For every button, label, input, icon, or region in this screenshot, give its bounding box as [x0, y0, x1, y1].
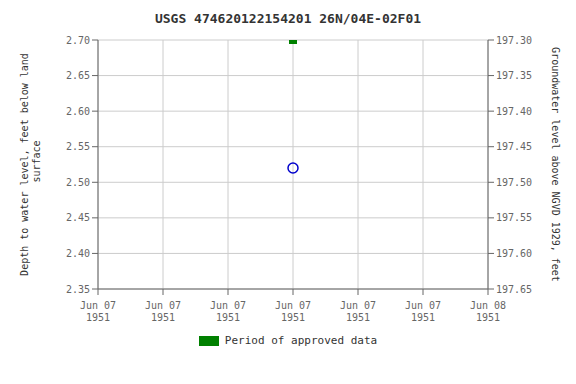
svg-text:197.60: 197.60 — [496, 248, 532, 259]
svg-text:Jun 071951: Jun 071951 — [145, 300, 181, 323]
svg-text:2.65: 2.65 — [66, 70, 90, 81]
html-text:Period of approved data: Period of approved data — [224, 334, 378, 347]
svg-text:197.45: 197.45 — [496, 141, 532, 152]
svg-text:197.30: 197.30 — [496, 35, 532, 46]
html-text:USGS 474620122154201 26N/04E-0: USGS 474620122154201 26N/04E-02F01 — [154, 11, 421, 26]
svg-text:2.55: 2.55 — [66, 141, 90, 152]
svg-text:2.35: 2.35 — [66, 284, 90, 295]
svg-text:197.40: 197.40 — [496, 106, 532, 117]
svg-text:2.50: 2.50 — [66, 177, 90, 188]
svg-text:Jun 071951: Jun 071951 — [275, 300, 311, 323]
svg-text:2.45: 2.45 — [66, 212, 90, 223]
svg-text:Jun 071951: Jun 071951 — [80, 300, 116, 323]
svg-text:Groundwater level above NGVD 1: Groundwater level above NGVD 1929, feet — [550, 47, 561, 282]
svg-text:Jun 071951: Jun 071951 — [210, 300, 246, 323]
svg-text:2.60: 2.60 — [66, 106, 90, 117]
svg-text:Jun 081951: Jun 081951 — [470, 300, 506, 323]
svg-text:2.70: 2.70 — [66, 35, 90, 46]
svg-text:2.40: 2.40 — [66, 248, 90, 259]
svg-text:Jun 071951: Jun 071951 — [340, 300, 376, 323]
svg-text:197.65: 197.65 — [496, 284, 532, 295]
svg-text:Depth to water level, feet bel: Depth to water level, feet below land su… — [19, 53, 42, 276]
svg-text:Jun 071951: Jun 071951 — [405, 300, 441, 323]
svg-text:197.35: 197.35 — [496, 70, 532, 81]
svg-text:197.55: 197.55 — [496, 212, 532, 223]
svg-text:197.50: 197.50 — [496, 177, 532, 188]
